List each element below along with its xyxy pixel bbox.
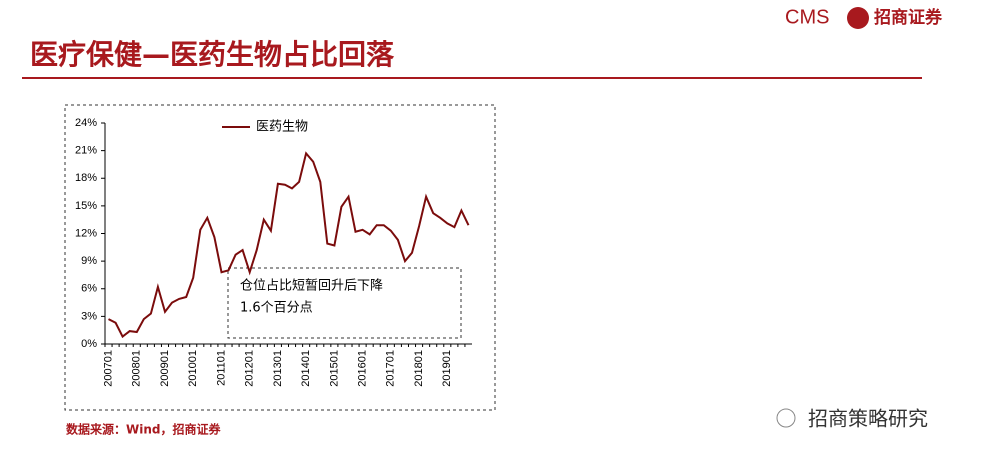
y-tick-label: 6% [81, 283, 97, 295]
logo-mark: CMS [785, 6, 829, 28]
annotation-box [227, 267, 462, 339]
watermark-icon [776, 408, 796, 428]
watermark: 招商策略研究 [808, 407, 928, 431]
y-tick-label: 0% [81, 338, 97, 350]
x-tick-label: 201201 [244, 350, 256, 387]
source-note: 数据来源：Wind，招商证券 [66, 422, 221, 437]
legend-label: 医药生物 [256, 120, 308, 135]
logo-icon [847, 7, 869, 29]
y-tick-label: 9% [81, 255, 97, 267]
x-tick-label: 201101 [215, 350, 227, 386]
annotation: 仓位占比短暂回升后下降 [240, 279, 383, 294]
y-tick-label: 3% [81, 310, 97, 322]
y-tick-label: 15% [75, 200, 97, 212]
y-tick-label: 12% [75, 227, 97, 239]
series-line [108, 151, 470, 339]
x-tick-label: 201701 [385, 350, 397, 387]
x-tick-label: 201401 [300, 350, 312, 387]
slide-title: 医疗保健—医药生物占比回落 [30, 38, 395, 71]
x-tick-label: 200701 [102, 350, 114, 387]
y-tick-label: 18% [75, 172, 97, 184]
y-tick-label: 21% [75, 145, 97, 157]
logo-text: 招商证券 [874, 7, 943, 28]
y-tick-label: 24% [75, 117, 97, 129]
annotation: 1.6个百分点 [240, 301, 313, 316]
x-tick-label: 200801 [131, 350, 143, 387]
x-tick-label: 201001 [187, 350, 199, 387]
chart-frame [64, 104, 496, 411]
x-tick-label: 201901 [441, 350, 453, 387]
x-tick-label: 201601 [357, 350, 369, 387]
x-tick-label: 201501 [328, 350, 340, 387]
x-tick-label: 200901 [159, 350, 171, 387]
x-tick-label: 201801 [413, 350, 425, 387]
x-tick-label: 201301 [272, 350, 284, 387]
